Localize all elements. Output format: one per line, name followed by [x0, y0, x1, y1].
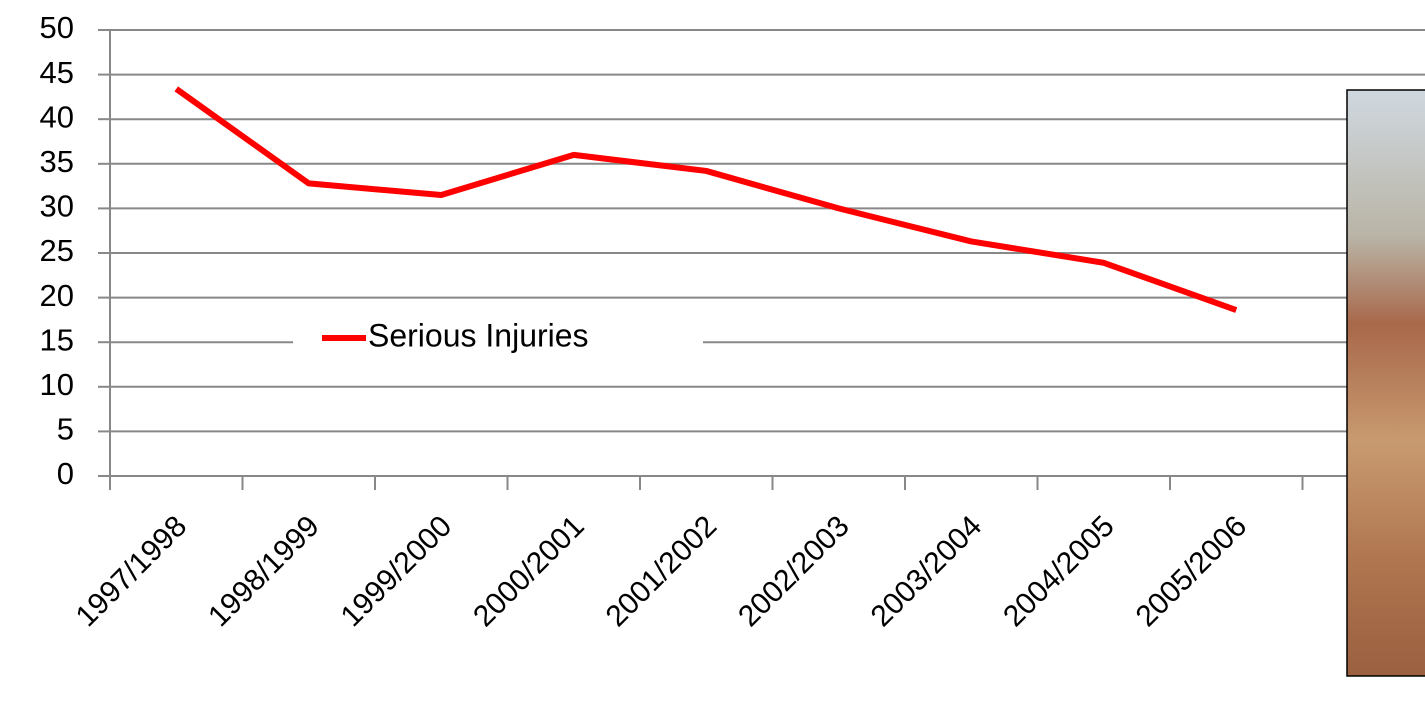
y-tick-label: 15 — [40, 322, 74, 357]
x-tick-label: 2000/2001 — [467, 510, 591, 634]
x-tick-label: 2004/2005 — [997, 510, 1121, 634]
x-tick-label: 2003/2004 — [865, 510, 989, 634]
y-tick-label: 35 — [40, 144, 74, 179]
x-tick-label: 2002/2003 — [732, 510, 856, 634]
legend: Serious Injuries — [293, 300, 703, 375]
x-tick-label: 2005/2006 — [1130, 510, 1254, 634]
series-line — [176, 89, 1236, 310]
y-tick-label: 10 — [40, 367, 74, 402]
x-tick-label: 1999/2000 — [335, 510, 459, 634]
y-tick-label: 20 — [40, 278, 74, 313]
x-tick-label: 1997/1998 — [70, 510, 194, 634]
y-tick-label: 45 — [40, 55, 74, 90]
y-tick-label: 30 — [40, 189, 74, 224]
y-tick-label: 50 — [40, 10, 74, 45]
y-tick-label: 40 — [40, 99, 74, 134]
y-tick-label: 5 — [57, 412, 74, 447]
x-tick-label: 2001/2002 — [600, 510, 724, 634]
x-tick-label: 1998/1999 — [202, 510, 326, 634]
photo — [1347, 90, 1425, 676]
legend-label: Serious Injuries — [368, 317, 589, 353]
chart: 0 5 10 15 20 25 30 35 40 45 50 1997/19981998/199919… — [0, 0, 1425, 712]
y-tick-label: 25 — [40, 233, 74, 268]
y-tick-label: 0 — [57, 456, 74, 491]
